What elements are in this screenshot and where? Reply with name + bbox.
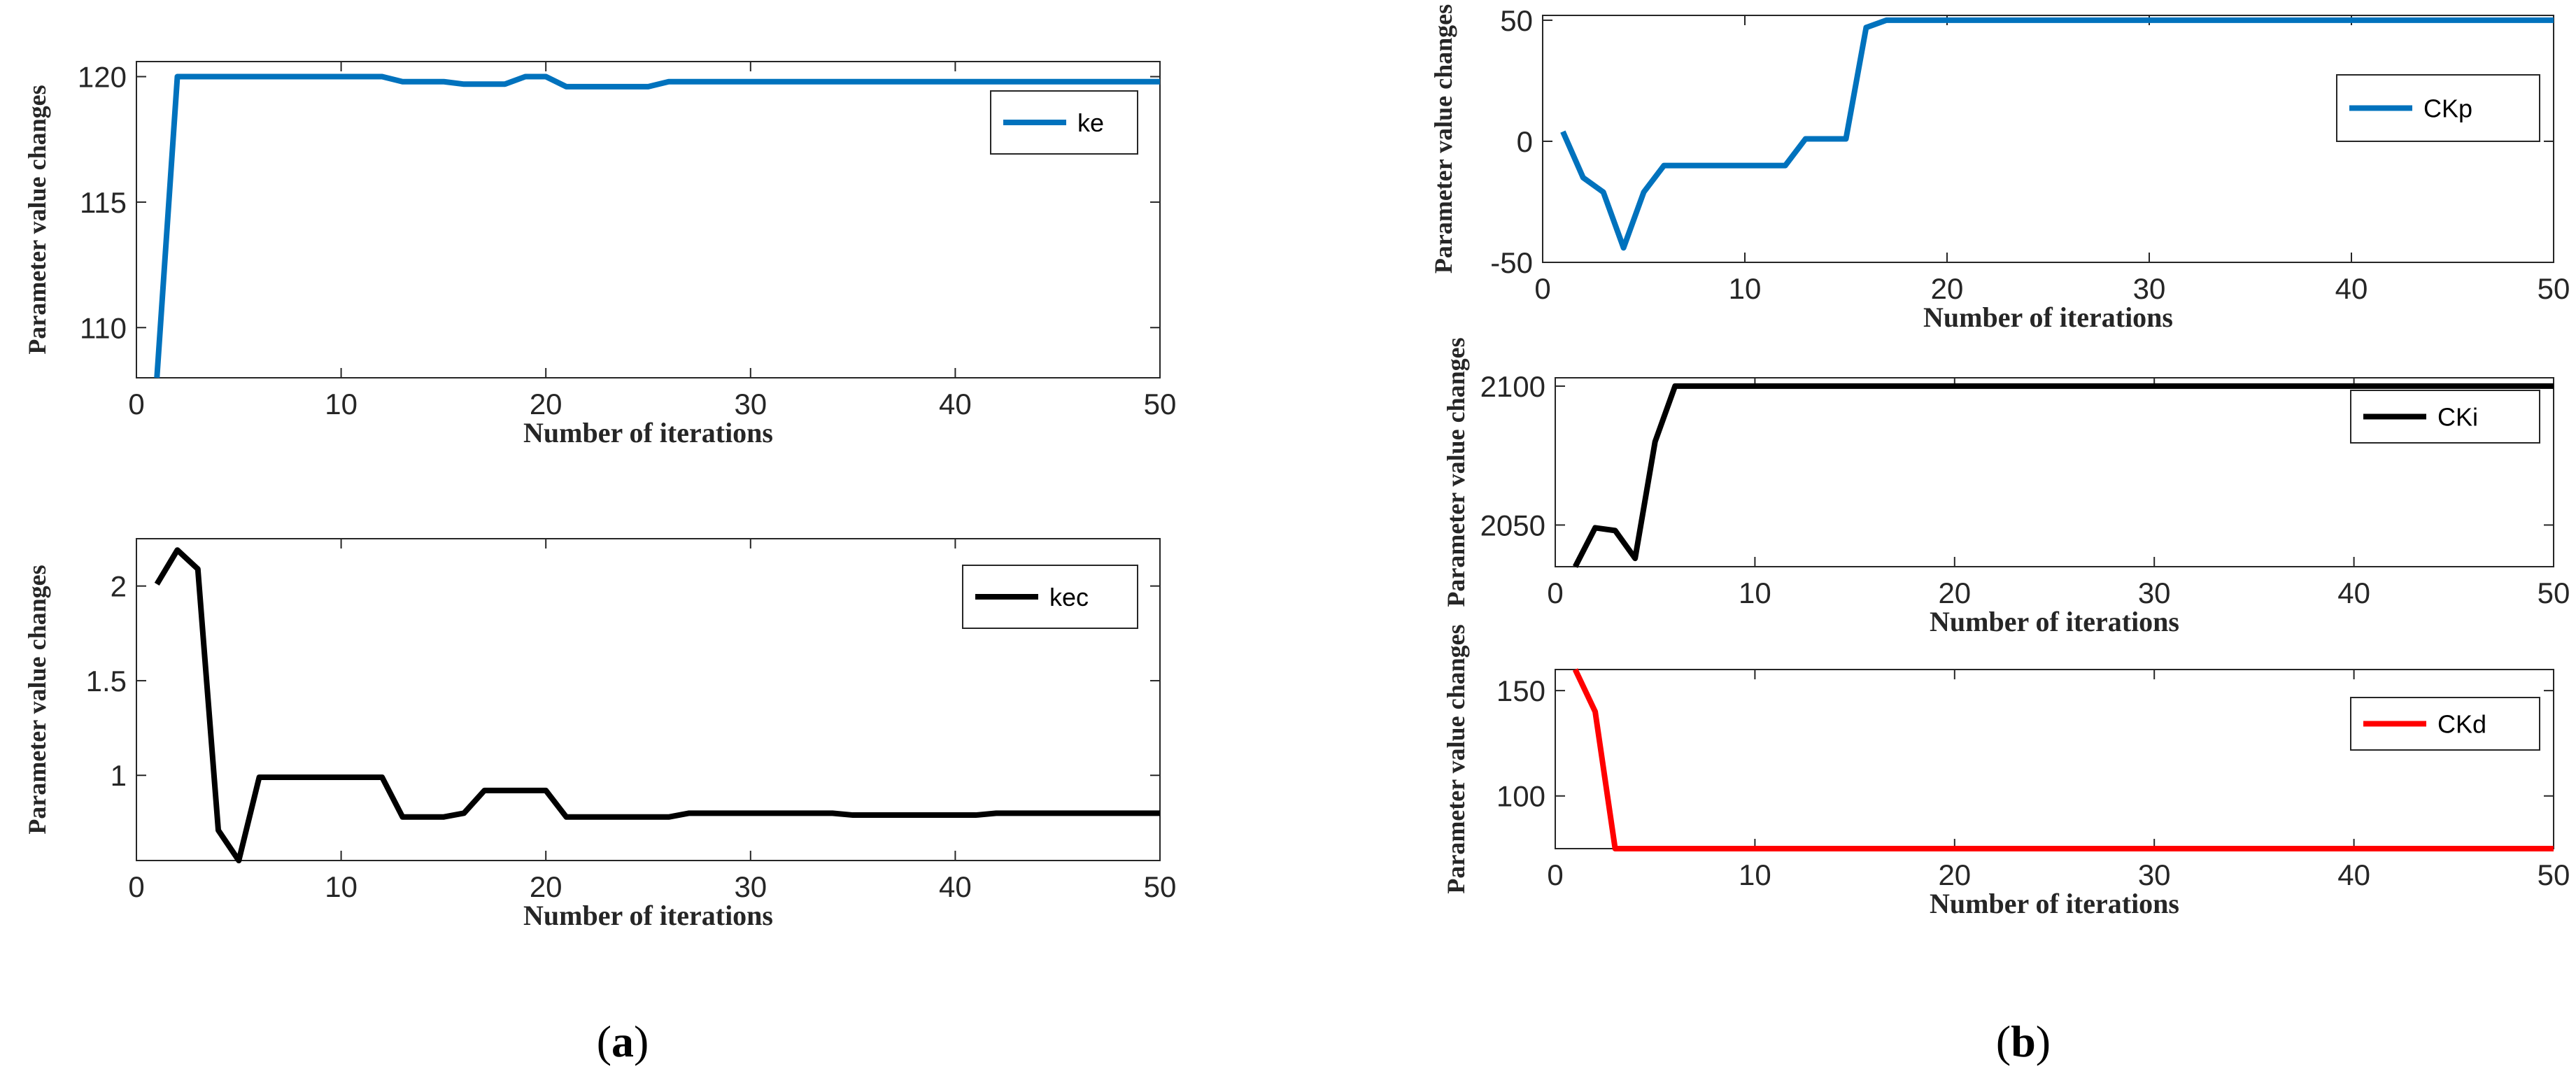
y-tick-label: 0 [1517,125,1533,158]
x-tick-label: 0 [128,388,144,420]
legend-label: kec [1049,583,1089,611]
x-tick-label: 20 [530,388,562,420]
series-line-CKd [1572,668,2554,851]
series-line-kec [154,547,1160,863]
x-tick-label: 50 [1144,388,1177,420]
x-tick-label: 10 [1739,576,1771,609]
y-axis-label: Parameter value changes [1442,337,1470,607]
y-tick-label: -50 [1490,246,1533,279]
x-tick-label: 30 [734,870,767,903]
x-tick-label: 10 [1739,858,1771,891]
x-tick-label: 40 [2337,576,2370,609]
plot-area [136,61,1161,378]
y-tick-label: 2050 [1480,509,1545,542]
x-axis-label: Number of iterations [1930,606,2179,637]
x-tick-label: 50 [1144,870,1177,903]
chart-5: 0 10 20 30 40 50 100 150 Number of iterations Par… [1442,624,2570,919]
x-tick-label: 10 [325,388,358,420]
series-line-CKi [1572,383,2554,568]
y-axis-label: Parameter value changes [23,85,51,354]
legend-label: CKi [2437,403,2478,432]
x-tick-label: 10 [1729,272,1762,305]
legend-label: CKp [2423,94,2472,123]
x-tick-label: 40 [2335,272,2368,305]
y-axis-label: Parameter value changes [23,565,51,834]
y-tick-label: 115 [80,186,127,219]
x-tick-label: 0 [128,870,144,903]
y-tick-label: 50 [1500,4,1533,37]
x-tick-label: 50 [2538,272,2570,305]
x-tick-label: 30 [2133,272,2166,305]
x-tick-label: 30 [2138,858,2171,891]
chart-1: 0 10 20 30 40 50 110 115 120 Number of iterations… [23,61,1176,448]
x-axis-label: Number of iterations [523,417,773,448]
x-tick-label: 10 [325,870,358,903]
legend-label: ke [1077,108,1104,137]
x-tick-label: 40 [2337,858,2370,891]
legend-label: CKd [2437,710,2486,739]
panel-label-b: (b) [1996,1017,2051,1066]
chart-2: 0 10 20 30 40 50 1 1.5 2 Number of iterations Para… [23,538,1177,931]
x-tick-label: 0 [1534,272,1550,305]
y-axis-label: Parameter value changes [1442,624,1470,893]
x-tick-label: 0 [1547,858,1563,891]
chart-4: 0 10 20 30 40 50 2050 2100 Number of iterations P… [1442,337,2570,637]
x-tick-label: 50 [2538,576,2570,609]
y-axis-label: Parameter value changes [1429,4,1457,274]
x-axis-label: Number of iterations [1923,302,2173,333]
y-tick-label: 2 [111,570,127,603]
plot-area [1555,669,2554,849]
x-tick-label: 20 [1938,858,1971,891]
x-tick-label: 40 [939,870,972,903]
x-tick-label: 0 [1547,576,1563,609]
y-tick-label: 110 [80,311,127,344]
x-tick-label: 30 [734,388,767,420]
x-tick-label: 20 [530,870,562,903]
x-tick-label: 20 [1938,576,1971,609]
series-line-ke [154,73,1160,378]
x-tick-label: 20 [1931,272,1964,305]
y-tick-label: 2100 [1480,370,1545,403]
series-line-CKp [1560,17,2554,251]
x-axis-label: Number of iterations [523,900,773,931]
y-tick-label: 1 [111,759,127,792]
y-tick-label: 120 [78,61,127,94]
x-tick-label: 30 [2138,576,2171,609]
y-tick-label: 150 [1496,674,1545,707]
y-tick-label: 1.5 [86,665,127,698]
x-tick-label: 50 [2538,858,2570,891]
x-axis-label: Number of iterations [1930,888,2179,919]
y-tick-label: 100 [1496,780,1545,813]
panel-label-a: (a) [597,1017,649,1066]
x-tick-label: 40 [939,388,972,420]
